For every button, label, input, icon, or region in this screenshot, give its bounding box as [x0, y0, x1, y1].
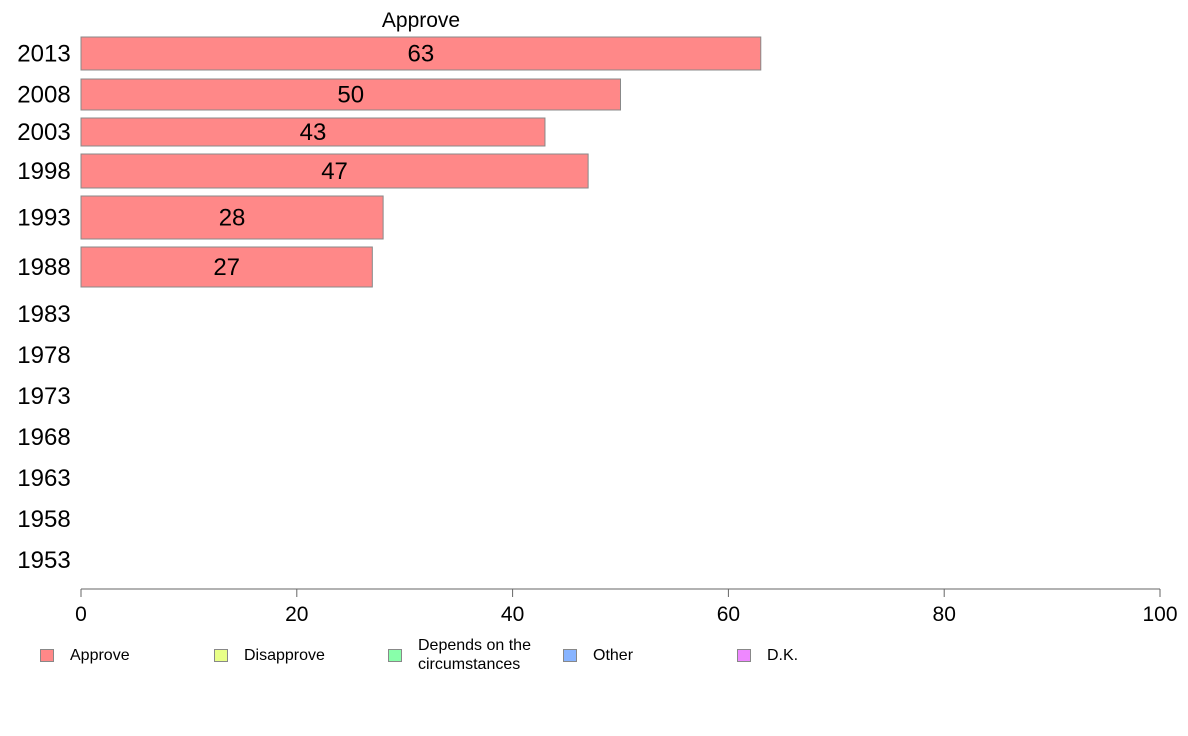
x-tick-label: 80 — [933, 603, 956, 626]
legend-swatch — [214, 649, 228, 662]
data-label: 50 — [337, 82, 364, 109]
legend-item: Disapprove — [214, 646, 325, 665]
legend-item: D.K. — [737, 646, 798, 665]
bar-chart: Approve 63 50 43 47 28 27 2013 2008 2003 1998 199… — [17, 9, 1177, 626]
bar — [80, 153, 589, 189]
data-label: 47 — [321, 158, 348, 185]
legend-swatch — [737, 649, 751, 662]
category-label: 2003 — [17, 119, 70, 146]
category-label: 1983 — [17, 301, 70, 328]
legend-item: Other — [563, 646, 633, 665]
category-label: 1958 — [17, 506, 70, 533]
x-tick-label: 100 — [1142, 603, 1177, 626]
data-label: 27 — [213, 254, 240, 281]
legend-item: Approve — [40, 646, 130, 665]
data-label: 63 — [408, 41, 435, 68]
category-label: 1968 — [17, 424, 70, 451]
bar — [80, 78, 621, 111]
category-label: 1953 — [17, 547, 70, 574]
legend-swatch — [40, 649, 54, 662]
bar — [80, 36, 762, 71]
category-label: 1998 — [17, 158, 70, 185]
legend-item: Depends on the circumstances — [388, 636, 558, 674]
legend-label: Approve — [70, 647, 130, 664]
category-label: 1988 — [17, 254, 70, 281]
bar — [80, 117, 546, 147]
x-tick-label: 0 — [75, 603, 87, 626]
legend-swatch — [563, 649, 577, 662]
x-tick-label: 60 — [717, 603, 740, 626]
bar — [80, 246, 373, 288]
legend-label: Other — [593, 647, 634, 664]
data-label: 28 — [219, 205, 246, 232]
x-tick-label: 40 — [501, 603, 524, 626]
category-label: 1963 — [17, 465, 70, 492]
chart-title: Approve — [382, 9, 460, 32]
legend-label: D.K. — [767, 647, 799, 664]
category-label: 1973 — [17, 383, 70, 410]
legend-label: Disapprove — [244, 647, 325, 664]
category-label: 2008 — [17, 82, 70, 109]
category-label: 1978 — [17, 342, 70, 369]
category-label: 2013 — [17, 41, 70, 68]
legend: Approve Disapprove Depends on the circumst… — [0, 636, 1188, 696]
category-label: 1993 — [17, 205, 70, 232]
bar — [80, 195, 384, 240]
legend-swatch — [388, 648, 402, 662]
x-tick-label: 20 — [285, 603, 308, 626]
legend-label: Depends on the circumstances — [418, 637, 531, 673]
data-label: 43 — [300, 119, 327, 146]
